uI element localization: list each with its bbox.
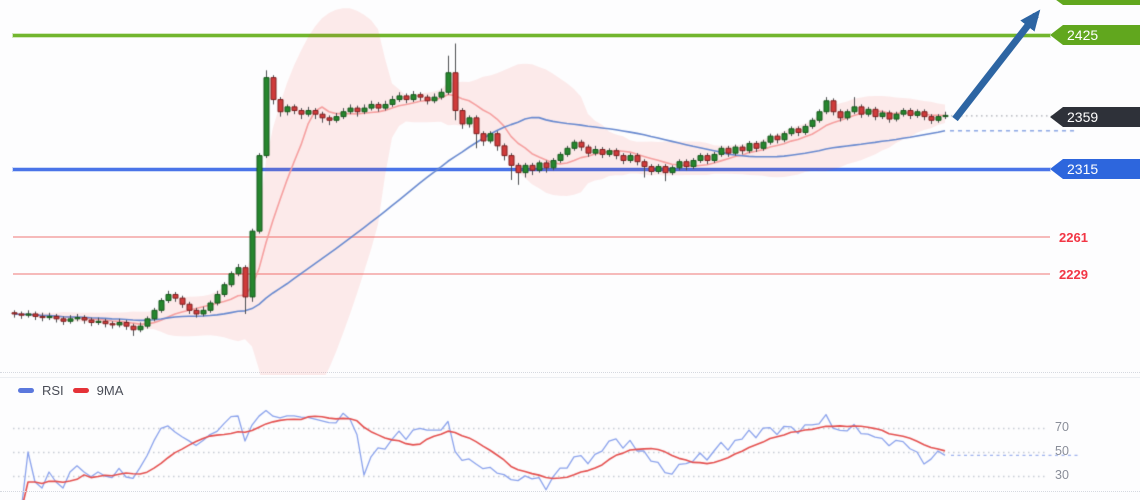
rsi-axis-label-70: 70 bbox=[1055, 420, 1069, 434]
price-badge-target-partial bbox=[1050, 0, 1140, 5]
legend-item-rsi[interactable]: RSI bbox=[18, 383, 64, 398]
rsi-panel: RSI 9MA 70 50 30 bbox=[0, 375, 1140, 500]
9ma-swatch-icon bbox=[72, 388, 89, 393]
candlestick-chart-canvas[interactable] bbox=[0, 0, 1140, 375]
price-badge-last: 2359 bbox=[1050, 107, 1140, 127]
price-text-2229: 2229 bbox=[1059, 267, 1088, 282]
rsi-axis-label-50: 50 bbox=[1055, 444, 1069, 458]
price-badge-2425: 2425 bbox=[1050, 25, 1140, 45]
rsi-axis-label-30: 30 bbox=[1055, 468, 1069, 482]
rsi-bottom-border bbox=[0, 491, 1140, 492]
price-panel: 2425 2359 2315 2261 2229 bbox=[0, 0, 1140, 375]
price-text-2261: 2261 bbox=[1059, 230, 1088, 245]
legend-label-rsi: RSI bbox=[42, 383, 64, 398]
rsi-legend: RSI 9MA bbox=[18, 383, 123, 398]
rsi-swatch-icon bbox=[18, 388, 34, 393]
rsi-chart-canvas[interactable] bbox=[0, 375, 1140, 500]
legend-item-9ma[interactable]: 9MA bbox=[72, 383, 124, 398]
price-badge-2315: 2315 bbox=[1050, 159, 1140, 179]
legend-label-9ma: 9MA bbox=[96, 383, 124, 398]
